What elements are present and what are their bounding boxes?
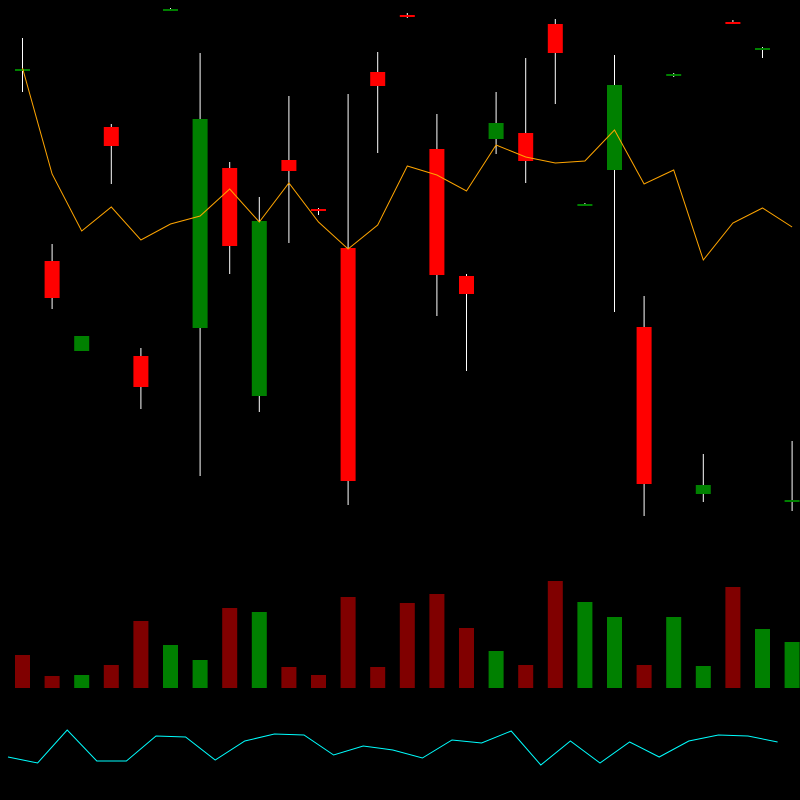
candle-body	[311, 209, 326, 211]
candle-9	[251, 197, 267, 412]
candle-body	[133, 356, 149, 387]
candle-body	[340, 248, 356, 481]
candle-17	[488, 92, 504, 154]
candle-body	[251, 221, 267, 396]
candle-body	[222, 168, 238, 246]
candle-16	[459, 274, 474, 371]
candle-23	[666, 73, 682, 77]
volume-bar-14	[399, 603, 415, 688]
volume-bar-16	[459, 628, 474, 688]
candle-body	[44, 261, 60, 298]
volume-bar-6	[163, 645, 178, 688]
candle-body	[15, 69, 30, 71]
candle-body	[459, 276, 474, 294]
candle-body	[399, 15, 415, 17]
candle-18	[518, 58, 534, 183]
candle-5	[133, 348, 149, 409]
volume-bar-12	[340, 597, 356, 688]
candle-body	[370, 72, 386, 86]
candle-24	[695, 454, 711, 502]
volume-bar-25	[725, 587, 741, 688]
candle-body	[429, 149, 445, 275]
candle-body	[103, 127, 119, 146]
volume-bar-15	[429, 594, 445, 688]
candle-body	[518, 133, 534, 161]
volume-bar-22	[636, 665, 652, 688]
candle-20	[577, 203, 593, 206]
volume-bar-8	[222, 608, 238, 688]
volume-bar-26	[755, 629, 770, 688]
candle-7	[192, 53, 208, 476]
volume-bar-3	[74, 675, 90, 688]
candle-19	[547, 19, 563, 104]
volume-bar-11	[311, 675, 326, 688]
price-panel	[15, 8, 800, 516]
volume-bar-23	[666, 617, 682, 688]
candle-26	[755, 47, 770, 58]
candle-body	[163, 9, 178, 11]
candle-body	[666, 74, 682, 76]
volume-bar-5	[133, 621, 149, 688]
candle-body	[281, 160, 297, 171]
indicator-panel	[7, 729, 778, 766]
candle-8	[222, 162, 238, 274]
candle-body	[192, 119, 208, 328]
volume-bar-21	[607, 617, 622, 688]
candle-body	[547, 24, 563, 53]
volume-bar-19	[547, 581, 563, 688]
candle-10	[281, 96, 297, 243]
candle-3	[74, 336, 90, 351]
candle-27	[784, 441, 800, 511]
volume-bar-10	[281, 667, 297, 688]
candle-body	[577, 204, 593, 206]
candle-body	[607, 85, 622, 170]
candle-body	[784, 500, 800, 502]
candle-1	[15, 38, 30, 92]
volume-panel	[15, 581, 800, 688]
candle-6	[163, 8, 178, 11]
volume-bar-13	[370, 667, 386, 688]
candle-body	[488, 123, 504, 139]
candle-25	[725, 20, 741, 24]
candle-14	[399, 13, 415, 18]
candle-body	[725, 22, 741, 24]
candle-13	[370, 52, 386, 153]
volume-bar-9	[251, 612, 267, 688]
volume-bar-27	[784, 642, 800, 688]
indicator-line	[7, 729, 778, 766]
candle-21	[607, 55, 622, 312]
candle-15	[429, 114, 445, 316]
volume-bar-20	[577, 602, 593, 688]
candle-4	[103, 124, 119, 184]
candle-body	[636, 327, 652, 484]
candle-body	[755, 48, 770, 50]
moving-average-line	[22, 67, 793, 262]
volume-bar-4	[103, 665, 119, 688]
candle-body	[695, 485, 711, 494]
volume-bar-18	[518, 665, 534, 688]
candle-2	[44, 244, 60, 309]
candle-22	[636, 296, 652, 516]
volume-bar-7	[192, 660, 208, 688]
volume-bar-24	[695, 666, 711, 688]
volume-bar-17	[488, 651, 504, 688]
candle-11	[311, 208, 326, 215]
candle-body	[74, 336, 90, 351]
volume-bar-1	[15, 655, 30, 688]
volume-bar-2	[44, 676, 60, 688]
candle-12	[340, 94, 356, 505]
